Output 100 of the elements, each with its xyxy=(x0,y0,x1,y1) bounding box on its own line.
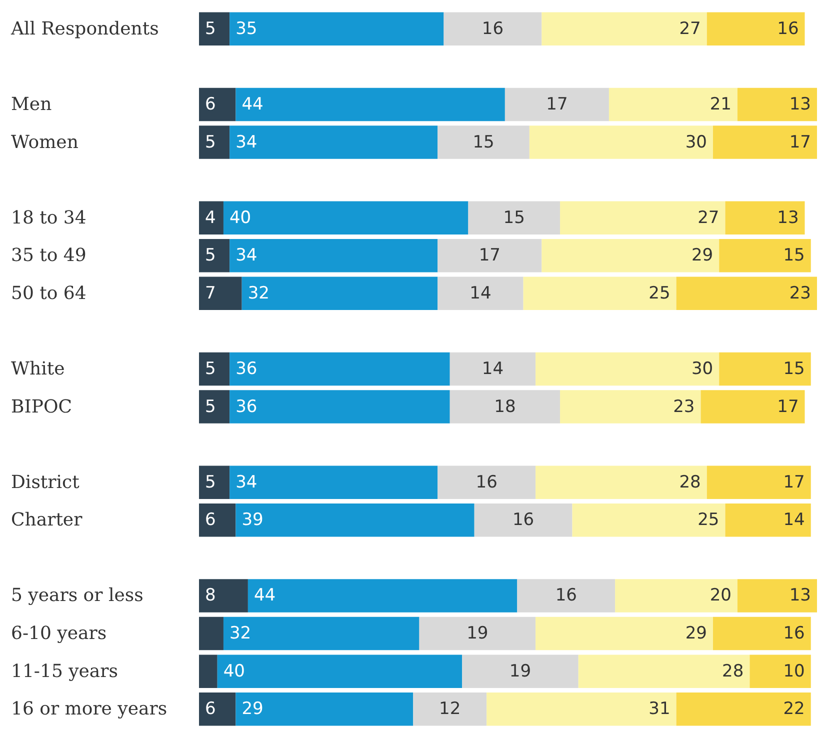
data-label: 27 xyxy=(698,208,720,228)
data-label: 34 xyxy=(236,132,258,152)
data-label: 5 xyxy=(205,359,216,379)
bar xyxy=(236,692,414,726)
data-label: 14 xyxy=(482,359,504,379)
data-label: 32 xyxy=(229,624,252,644)
bar xyxy=(199,352,230,386)
bar xyxy=(536,466,707,499)
bar xyxy=(719,352,811,386)
bar xyxy=(413,692,487,726)
data-label: 16 xyxy=(783,624,805,644)
data-label: 4 xyxy=(205,208,216,228)
y-tick-label: White xyxy=(11,358,65,380)
data-label: 29 xyxy=(242,699,264,720)
bar xyxy=(438,466,536,499)
bar xyxy=(438,239,542,272)
bar xyxy=(230,239,438,272)
data-label: 12 xyxy=(439,699,461,720)
y-tick-label: 50 to 64 xyxy=(11,282,86,304)
data-label: 5 xyxy=(205,18,216,39)
data-label: 17 xyxy=(789,132,811,152)
bar xyxy=(199,654,218,688)
bar xyxy=(529,126,713,159)
bar xyxy=(578,654,750,688)
data-label: 40 xyxy=(223,661,245,682)
bar xyxy=(199,201,224,234)
data-label: 34 xyxy=(236,246,258,266)
data-label: 35 xyxy=(236,18,258,39)
data-label: 5 xyxy=(205,396,216,417)
data-label: 20 xyxy=(710,586,732,606)
bar xyxy=(468,201,560,234)
data-label: 44 xyxy=(254,586,276,606)
y-tick-label: Men xyxy=(11,94,52,115)
data-label: 29 xyxy=(685,624,707,644)
bar xyxy=(236,88,505,122)
data-label: 19 xyxy=(509,661,532,682)
bar xyxy=(676,692,811,726)
data-label: 23 xyxy=(673,396,695,417)
data-label: 16 xyxy=(512,510,534,530)
bar xyxy=(700,390,805,424)
data-label: 5 xyxy=(205,132,216,152)
bar xyxy=(444,12,542,46)
bar xyxy=(719,239,811,272)
bar xyxy=(199,692,236,726)
data-label: 5 xyxy=(205,246,216,266)
data-label: 16 xyxy=(555,586,577,606)
bar xyxy=(542,239,720,272)
data-label: 16 xyxy=(482,18,504,39)
data-label: 36 xyxy=(236,359,258,379)
bar xyxy=(523,276,676,310)
bar xyxy=(504,88,609,122)
bar xyxy=(450,390,560,424)
data-label: 14 xyxy=(470,283,492,304)
data-label: 6 xyxy=(205,510,216,530)
bar xyxy=(438,276,524,310)
y-tick-label: 11-15 years xyxy=(11,660,118,682)
data-label: 39 xyxy=(242,510,264,530)
data-label: 14 xyxy=(783,510,805,530)
data-label: 13 xyxy=(777,208,799,228)
bar xyxy=(486,692,676,726)
bar xyxy=(223,616,420,650)
data-label: 27 xyxy=(679,18,701,39)
bar xyxy=(223,201,468,234)
bar xyxy=(199,466,230,499)
bar xyxy=(462,654,578,688)
bar xyxy=(615,579,738,612)
data-label: 16 xyxy=(476,472,498,492)
bar xyxy=(542,12,707,46)
bar xyxy=(199,276,242,310)
data-label: 31 xyxy=(648,699,670,720)
bar xyxy=(712,616,811,650)
data-label: 6 xyxy=(205,699,216,720)
data-label: 13 xyxy=(789,586,811,606)
bar xyxy=(230,352,450,386)
data-label: 18 xyxy=(494,396,516,417)
bar xyxy=(230,390,450,424)
data-label: 16 xyxy=(777,18,799,39)
bar xyxy=(199,239,230,272)
bar xyxy=(706,466,811,499)
data-label: 6 xyxy=(205,94,216,114)
data-label: 8 xyxy=(205,586,216,606)
y-tick-label: 16 or more years xyxy=(11,698,168,720)
data-label: 30 xyxy=(691,359,714,379)
data-label: 15 xyxy=(503,208,525,228)
data-label: 15 xyxy=(472,132,494,152)
bar xyxy=(450,352,536,386)
bar xyxy=(438,126,530,159)
bar xyxy=(199,579,248,612)
data-label: 10 xyxy=(783,661,805,682)
y-tick-label: District xyxy=(11,472,80,493)
data-label: 28 xyxy=(679,472,701,492)
bar xyxy=(230,12,444,46)
bar xyxy=(706,12,805,46)
data-label: 17 xyxy=(777,396,799,417)
data-label: 17 xyxy=(546,94,568,114)
bar xyxy=(419,616,536,650)
data-label: 15 xyxy=(783,359,805,379)
data-label: 13 xyxy=(789,94,811,114)
data-label: 22 xyxy=(783,699,805,720)
y-tick-label: BIPOC xyxy=(11,396,72,418)
